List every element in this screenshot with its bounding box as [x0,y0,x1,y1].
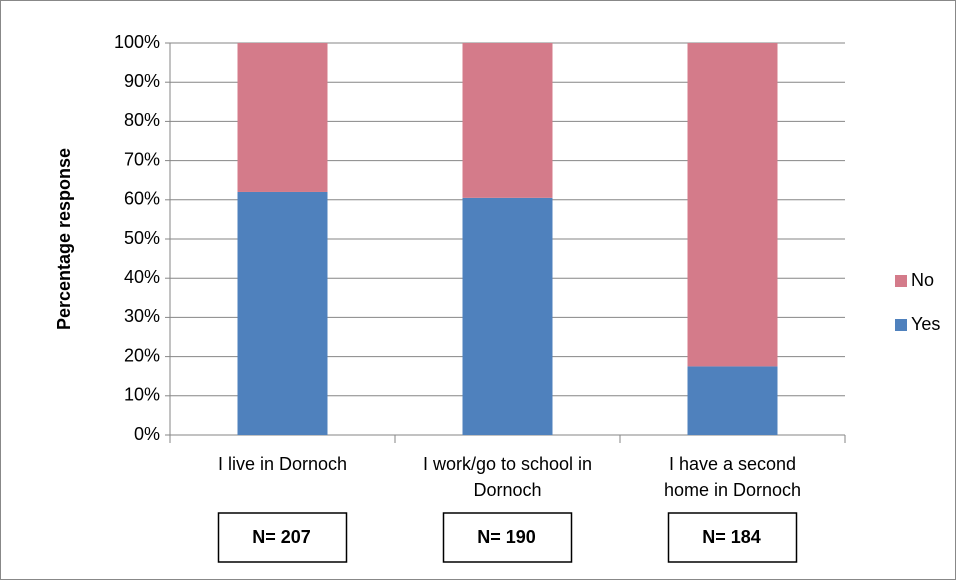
y-tick-label: 30% [124,306,160,326]
y-axis-label: Percentage response [54,148,74,330]
y-tick-label: 20% [124,345,160,365]
legend-swatch [895,319,907,331]
y-tick-label: 50% [124,228,160,248]
bar-segment [687,366,778,435]
legend-swatch [895,275,907,287]
x-tick-label-line: home in Dornoch [664,480,801,500]
y-tick-label: 80% [124,110,160,130]
x-tick-label-line: I work/go to school in [423,454,592,474]
annotation-box [667,512,798,563]
y-tick-label: 10% [124,385,160,405]
annotation: N= 184 [702,527,761,547]
y-tick-label: 100% [114,32,160,52]
x-tick-label-line: I live in Dornoch [218,454,347,474]
x-tick-label-line: I have a second [669,454,796,474]
legend-label: No [911,270,934,290]
y-tick-label: 0% [134,424,160,444]
x-tick-label-line: Dornoch [473,480,541,500]
y-tick-label: 40% [124,267,160,287]
x-tick-label: I have a second home in Dornoch [664,454,801,500]
bar-segment [462,43,553,198]
annotation-box [217,512,348,563]
y-tick-label: 60% [124,189,160,209]
annotation-box [442,512,573,563]
annotation: N= 190 [477,527,536,547]
y-tick-label: 90% [124,71,160,91]
bar-segment [462,197,553,435]
annotation: N= 207 [252,527,311,547]
bar-segment [237,191,328,435]
y-tick-label: 70% [124,149,160,169]
x-tick-label: I work/go to school in Dornoch [423,454,592,500]
legend-label: Yes [911,314,940,334]
bar-segment [687,43,778,367]
bar-segment [237,43,328,192]
x-tick-label: I live in Dornoch [218,454,347,474]
